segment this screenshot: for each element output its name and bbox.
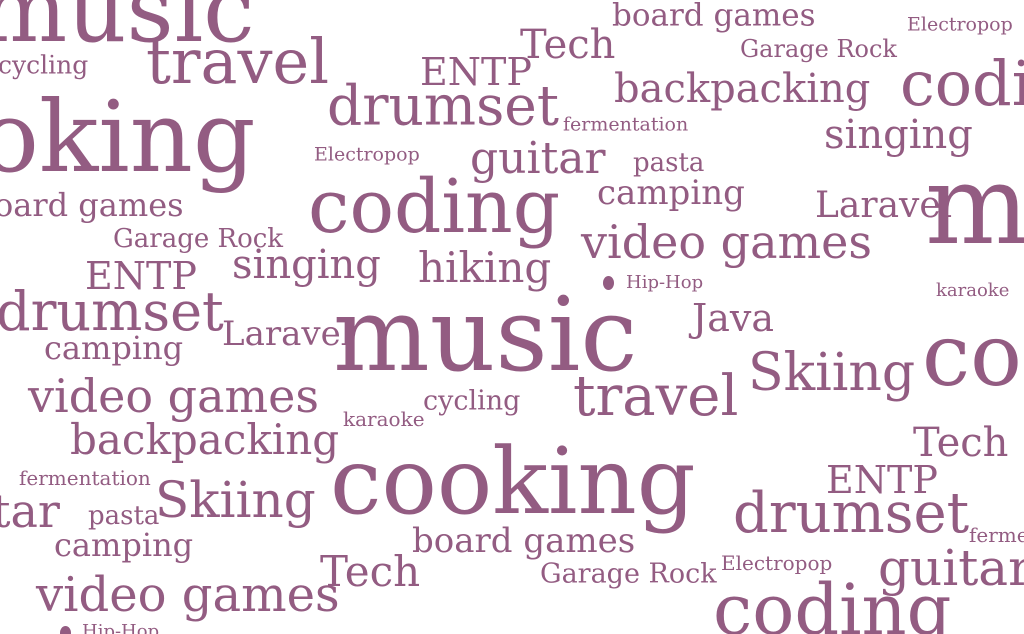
word-pasta: pasta bbox=[88, 501, 160, 531]
word-hip-hop: Hip-Hop bbox=[626, 272, 704, 293]
word-tech: Tech bbox=[320, 547, 421, 596]
word-camping: camping bbox=[597, 173, 745, 213]
word-music: m bbox=[925, 141, 1024, 269]
word-drumset: drumset bbox=[733, 481, 970, 546]
word-coding: coding bbox=[900, 47, 1024, 120]
word-music: music bbox=[0, 0, 255, 63]
word-coding: coding bbox=[308, 164, 561, 250]
word-electropop: Electropop bbox=[907, 13, 1013, 36]
word-karaoke: karaoke bbox=[343, 407, 425, 431]
word-camping: camping bbox=[54, 526, 194, 564]
word-drumset: drumset bbox=[0, 280, 224, 343]
word-tech: Tech bbox=[913, 420, 1009, 466]
word-java: Java bbox=[692, 296, 775, 340]
word-fermentation: fermentation bbox=[563, 113, 689, 136]
word-guitar: tar bbox=[0, 484, 60, 538]
word-coding: coding bbox=[713, 569, 952, 634]
word-backpacking: backpacking bbox=[614, 66, 871, 112]
word-skiing: Skiing bbox=[748, 343, 916, 403]
word-electropop: Electropop bbox=[721, 551, 833, 575]
word-drumset: drumset bbox=[327, 73, 559, 138]
word-travel: travel bbox=[573, 364, 739, 429]
word-karaoke: karaoke bbox=[936, 280, 1010, 301]
word-electropop: Electropop bbox=[314, 143, 420, 166]
word-laravel: Laravel bbox=[222, 314, 352, 354]
word-video-games: video games bbox=[36, 567, 340, 623]
word-entp: ENTP bbox=[85, 254, 197, 298]
word-garage-rock: Garage Rock bbox=[540, 558, 717, 590]
word-garage-rock: Garage Rock bbox=[113, 224, 284, 254]
dot-icon bbox=[603, 276, 614, 290]
word-cycling: cycling bbox=[423, 385, 521, 417]
word-skiing: Skiing bbox=[155, 471, 316, 529]
word-board-games: oard games bbox=[0, 186, 184, 224]
word-singing: singing bbox=[824, 112, 973, 158]
word-board-games: board games bbox=[612, 0, 816, 34]
word-cooking: oking bbox=[0, 81, 256, 195]
word-travel: travel bbox=[146, 25, 330, 98]
word-fermentation: fermentation bbox=[19, 466, 151, 490]
dot-icon bbox=[60, 626, 71, 634]
word-video-games: video games bbox=[581, 215, 873, 269]
word-board-games: board games bbox=[412, 521, 636, 561]
word-coding: co bbox=[922, 306, 1022, 406]
word-music: music bbox=[333, 276, 638, 395]
word-garage-rock: Garage Rock bbox=[740, 35, 897, 63]
word-entp: ENTP bbox=[826, 458, 938, 502]
word-guitar: guitar bbox=[878, 539, 1024, 597]
word-backpacking: backpacking bbox=[70, 415, 340, 464]
word-pasta: pasta bbox=[633, 148, 705, 178]
word-cooking: cooking bbox=[330, 428, 696, 535]
word-camping: camping bbox=[44, 329, 184, 367]
word-laravel: Laravel bbox=[815, 185, 953, 226]
word-video-games: video games bbox=[28, 369, 320, 423]
word-hip-hop: Hip-Hop bbox=[82, 621, 160, 634]
word-hiking: hiking bbox=[418, 243, 552, 292]
word-tech: Tech bbox=[520, 22, 616, 68]
word-fermentation: ferme bbox=[969, 523, 1024, 547]
word-entp: ENTP bbox=[420, 50, 532, 94]
word-guitar: guitar bbox=[470, 133, 606, 184]
word-cycling: cycling bbox=[0, 50, 89, 80]
word-singing: singing bbox=[232, 242, 381, 288]
